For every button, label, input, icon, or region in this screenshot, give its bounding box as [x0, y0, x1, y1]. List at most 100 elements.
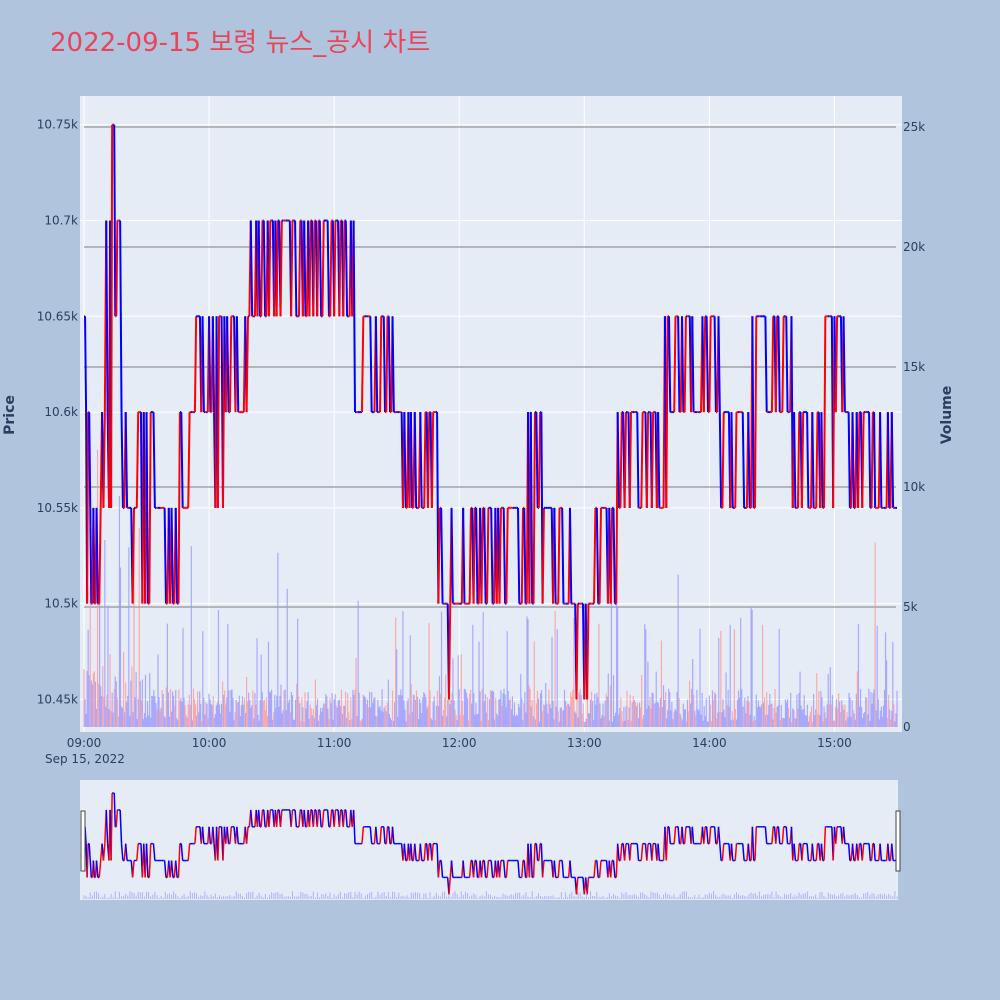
- mini-price-segment: [535, 843, 539, 861]
- price-segment: [119, 220, 123, 413]
- price-segment: [774, 316, 779, 413]
- mini-price-segment: [423, 843, 427, 861]
- mini-price-segment: [575, 877, 579, 895]
- price-segment: [806, 412, 810, 508]
- price-segment: [450, 507, 454, 604]
- mini-price-segment: [705, 826, 709, 844]
- mini-price-segment: [92, 860, 96, 878]
- mini-price-segment: [88, 843, 92, 861]
- price-segment: [187, 412, 191, 508]
- mini-price-segment: [110, 793, 113, 861]
- price-segment: [770, 316, 775, 413]
- price-segment: [721, 412, 725, 508]
- price-segment: [321, 220, 325, 317]
- mini-price-segment: [596, 860, 599, 878]
- volume-tick-label: 25k: [903, 120, 925, 134]
- price-segment: [409, 412, 414, 508]
- mini-price-segment: [811, 843, 815, 861]
- price-segment: [873, 412, 877, 508]
- mini-price-segment: [646, 843, 649, 861]
- price-segment: [391, 316, 395, 413]
- mini-price-segment: [530, 843, 533, 878]
- mini-price-segment: [119, 809, 123, 844]
- mini-price-segment: [502, 860, 506, 878]
- mini-price-segment: [870, 843, 874, 861]
- mini-price-segment: [636, 843, 640, 861]
- mini-price-segment: [329, 809, 333, 827]
- price-segment: [667, 316, 672, 413]
- price-segment: [440, 507, 444, 604]
- price-segment: [640, 412, 644, 508]
- mini-price-segment: [174, 860, 178, 878]
- time-tick-label: 12:00: [442, 736, 477, 750]
- mini-price-segment: [490, 860, 494, 878]
- mini-price-segment: [385, 826, 389, 844]
- mini-price-segment: [842, 826, 846, 844]
- rangeslider-handle-left[interactable]: [80, 810, 86, 872]
- price-segment: [226, 316, 230, 413]
- price-segment: [781, 316, 785, 413]
- price-segment: [447, 603, 452, 700]
- volume-reference-lines: [84, 126, 896, 608]
- price-segment: [718, 412, 723, 508]
- price-segment: [708, 316, 712, 413]
- price-segment: [541, 507, 545, 604]
- mini-price-segment: [342, 809, 346, 827]
- price-segment: [369, 316, 373, 413]
- mini-price-segment: [475, 860, 479, 878]
- mini-price-segment: [260, 809, 264, 827]
- volume-tick-label: 15k: [903, 360, 925, 374]
- rangeslider-handle-right[interactable]: [895, 810, 901, 872]
- price-segment: [657, 412, 661, 508]
- price-segment: [177, 412, 181, 604]
- price-segment: [124, 412, 129, 508]
- mini-price-segment: [89, 860, 93, 878]
- mini-price-segment: [383, 826, 386, 844]
- price-segment: [636, 412, 640, 508]
- mini-price-segment: [250, 809, 253, 827]
- price-segment: [593, 507, 597, 604]
- price-segment: [423, 412, 427, 508]
- price-segment: [475, 507, 479, 604]
- price-segment: [523, 507, 527, 604]
- price-segment: [115, 220, 119, 317]
- mini-price-segment: [303, 809, 307, 827]
- price-segment: [483, 507, 487, 604]
- price-segment: [344, 220, 349, 317]
- price-segment: [673, 316, 677, 413]
- price-segment: [437, 507, 441, 604]
- mini-price-segment: [541, 860, 545, 878]
- mini-price-segment: [640, 843, 644, 861]
- mini-price-segment: [180, 843, 184, 861]
- mini-price-segment: [229, 826, 233, 844]
- price-segment: [98, 507, 102, 604]
- mini-price-segment: [462, 860, 466, 878]
- price-segment: [120, 412, 124, 508]
- mini-price-segment: [437, 860, 441, 878]
- mini-price-segment: [785, 826, 789, 844]
- price-segment: [532, 412, 536, 604]
- price-segment: [861, 412, 865, 508]
- price-segment: [333, 220, 337, 317]
- price-segment: [820, 412, 824, 508]
- mini-price-segment: [891, 843, 894, 861]
- price-segment: [419, 412, 423, 508]
- price-segment: [113, 124, 117, 317]
- price-segment: [193, 316, 198, 413]
- mini-price-segment: [369, 826, 373, 844]
- price-segment: [92, 507, 96, 604]
- mini-price-segment: [208, 826, 212, 844]
- mini-price-segment: [691, 826, 695, 844]
- mini-price-segment: [741, 843, 745, 861]
- time-tick-label: 13:00: [567, 736, 602, 750]
- y-axis-title-price: Price: [2, 395, 18, 435]
- mini-price-segment: [754, 826, 758, 861]
- mini-price-segment: [505, 860, 509, 878]
- price-segment: [815, 412, 819, 508]
- price-segment: [834, 316, 839, 413]
- mini-price-segment: [419, 843, 423, 861]
- mini-price-segment: [294, 809, 298, 827]
- mini-price-segment: [797, 843, 801, 861]
- price-segment: [260, 220, 264, 317]
